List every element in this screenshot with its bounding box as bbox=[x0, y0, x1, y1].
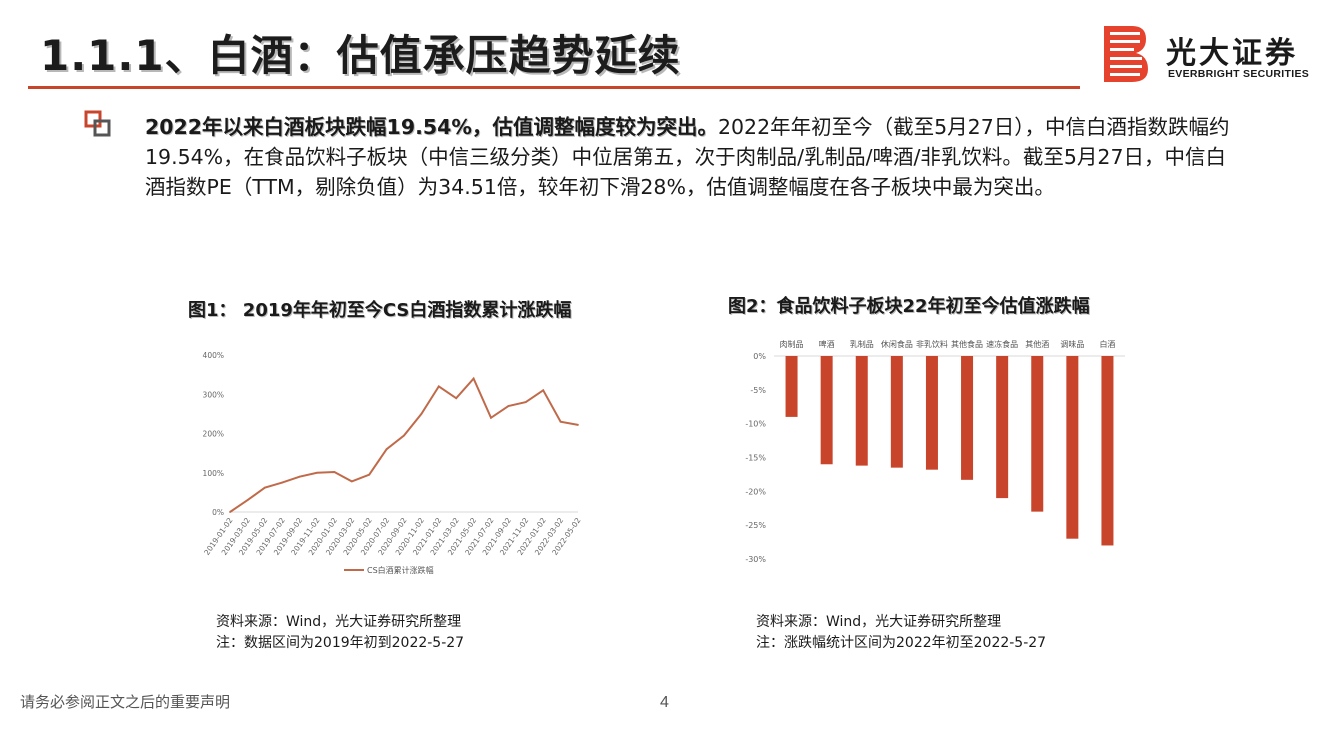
category-label: 其他酒 bbox=[1025, 339, 1049, 349]
bar bbox=[996, 356, 1009, 499]
series-line bbox=[229, 376, 579, 513]
bar bbox=[820, 356, 833, 465]
data-point bbox=[281, 481, 284, 484]
summary-highlight: 2022年以来白酒板块跌幅19.54%，估值调整幅度较为突出。 bbox=[145, 115, 718, 139]
category-label: 肉制品 bbox=[780, 339, 804, 349]
data-point bbox=[333, 471, 336, 473]
data-point bbox=[507, 405, 510, 407]
y-tick-label: -30% bbox=[745, 555, 766, 564]
page-title: 1.1.1、白酒：估值承压趋势延续 bbox=[40, 31, 681, 80]
data-point bbox=[420, 412, 423, 415]
y-tick-label: -10% bbox=[745, 420, 766, 429]
data-point bbox=[455, 397, 458, 400]
category-label: 白酒 bbox=[1099, 339, 1115, 349]
bar bbox=[1031, 356, 1044, 512]
title-underline bbox=[28, 86, 1080, 89]
data-point bbox=[559, 420, 562, 423]
data-point bbox=[490, 416, 492, 419]
data-point bbox=[368, 473, 371, 476]
figure2-notes: 资料来源：Wind，光大证券研究所整理 注：涨跌幅统计区间为2022年初至202… bbox=[756, 612, 1046, 654]
line-chart: 0%100%200%300%400%2019-01-022019-03-0220… bbox=[202, 351, 583, 575]
bar bbox=[961, 356, 974, 480]
bar bbox=[925, 356, 938, 470]
category-label: 调味品 bbox=[1060, 339, 1084, 349]
category-label: 其他食品 bbox=[951, 339, 983, 349]
data-point bbox=[403, 434, 405, 437]
data-point bbox=[350, 480, 353, 483]
y-tick-label: -25% bbox=[745, 521, 766, 530]
y-tick-label: -20% bbox=[745, 487, 766, 496]
y-tick-label: 400% bbox=[203, 351, 224, 360]
y-tick-label: -5% bbox=[750, 386, 766, 395]
figure1-notes: 资料来源：Wind，光大证券研究所整理 注：数据区间为2019年初到2022-5… bbox=[216, 612, 464, 654]
bar bbox=[890, 356, 903, 468]
brand-name-cn: 光大证券 bbox=[1166, 36, 1298, 71]
brand-name-en: EVERBRIGHT SECURITIES bbox=[1168, 68, 1310, 80]
y-tick-label: 0% bbox=[212, 508, 224, 517]
summary-body: 2022年年初至今（截至5月27日），中信白酒指数跌幅约19.54%，在食品饮料… bbox=[145, 115, 1230, 199]
bar bbox=[855, 356, 868, 466]
category-label: 休闲食品 bbox=[881, 339, 913, 349]
y-tick-label: 100% bbox=[203, 469, 224, 478]
data-point bbox=[316, 471, 318, 474]
bar bbox=[1066, 356, 1079, 539]
figure1-note: 注：数据区间为2019年初到2022-5-27 bbox=[216, 635, 465, 651]
figure1-title: 图1： 2019年年初至今CS白酒指数累计涨跌幅 bbox=[188, 300, 572, 321]
category-label: 啤酒 bbox=[819, 339, 835, 349]
bullet-square-icon bbox=[84, 110, 111, 137]
brand-logo: 光大证券 EVERBRIGHT SECURITIES bbox=[1102, 24, 1309, 86]
figure2-source: 资料来源：Wind，光大证券研究所整理 bbox=[756, 614, 1002, 630]
figure1-source: 资料来源：Wind，光大证券研究所整理 bbox=[216, 614, 462, 630]
data-point bbox=[263, 486, 266, 489]
data-point bbox=[298, 475, 301, 478]
y-tick-label: -15% bbox=[745, 454, 766, 463]
data-point bbox=[246, 499, 249, 502]
figure2-note: 注：涨跌幅统计区间为2022年初至2022-5-27 bbox=[756, 635, 1047, 651]
y-tick-label: 300% bbox=[203, 390, 224, 399]
category-label: 乳制品 bbox=[850, 339, 874, 349]
footer-disclaimer: 请务必参阅正文之后的重要声明 bbox=[20, 693, 231, 711]
legend-label: CS白酒累计涨跌幅 bbox=[367, 565, 434, 575]
data-point bbox=[229, 511, 231, 513]
category-label: 速冻食品 bbox=[986, 339, 1018, 349]
figure2-title: 图2：食品饮料子板块22年初至今估值涨跌幅 bbox=[728, 296, 1090, 317]
y-tick-label: 200% bbox=[203, 430, 224, 439]
data-point bbox=[524, 401, 527, 403]
y-tick-label: 0% bbox=[753, 352, 766, 361]
data-point bbox=[542, 389, 545, 392]
everbright-logo-icon bbox=[1102, 24, 1150, 84]
bar-chart: 0% -5% -10% -15% -20% -25% -30% 肉制品 啤酒 乳制品 休闲食品 非乳饮… bbox=[745, 339, 1125, 564]
data-point bbox=[385, 448, 388, 451]
data-point bbox=[437, 385, 440, 388]
bar bbox=[785, 356, 798, 417]
data-point bbox=[472, 377, 475, 380]
page-number: 4 bbox=[660, 694, 669, 711]
data-point bbox=[577, 423, 579, 426]
bar bbox=[1101, 356, 1114, 546]
category-label: 非乳饮料 bbox=[916, 339, 948, 349]
summary-paragraph: 2022年以来白酒板块跌幅19.54%，估值调整幅度较为突出。2022年年初至今… bbox=[145, 112, 1245, 202]
